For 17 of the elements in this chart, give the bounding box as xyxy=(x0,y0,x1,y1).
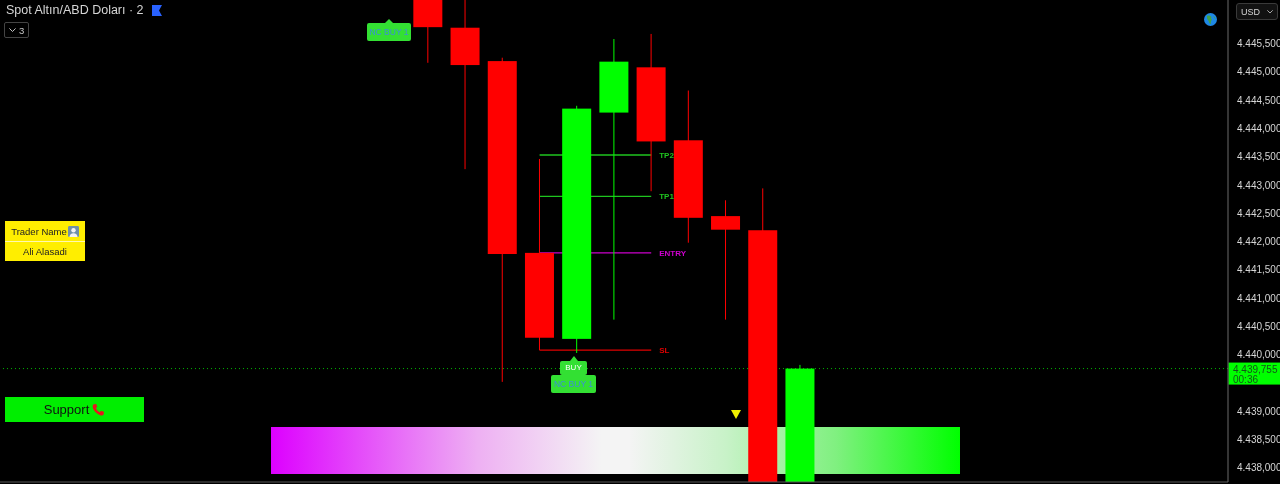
candlestick xyxy=(711,199,741,321)
ref-line-label: 4.439,755 xyxy=(1233,364,1278,376)
chart-title: Spot Altın/ABD Doları · 2 xyxy=(6,3,144,17)
text: 00:36 xyxy=(1233,374,1259,386)
ref-line-label: SL xyxy=(659,346,670,356)
support-banner: Support xyxy=(5,397,144,422)
annotation: Trader Name xyxy=(11,225,67,237)
annotation: 3 xyxy=(19,24,25,36)
signal-tag: NC BUY 1 xyxy=(551,375,596,393)
ref-line-label: ENTRY xyxy=(659,248,687,258)
ref-line-label: TP1 xyxy=(659,192,675,202)
collapse-button: 3 xyxy=(4,22,30,38)
annotation: BUY xyxy=(560,361,587,375)
ref-line-label: TP2 xyxy=(659,150,675,160)
annotation: Ali Alasadi xyxy=(5,242,85,261)
annotation: Support xyxy=(43,402,90,417)
currency-dropdown: USD xyxy=(1236,3,1278,20)
